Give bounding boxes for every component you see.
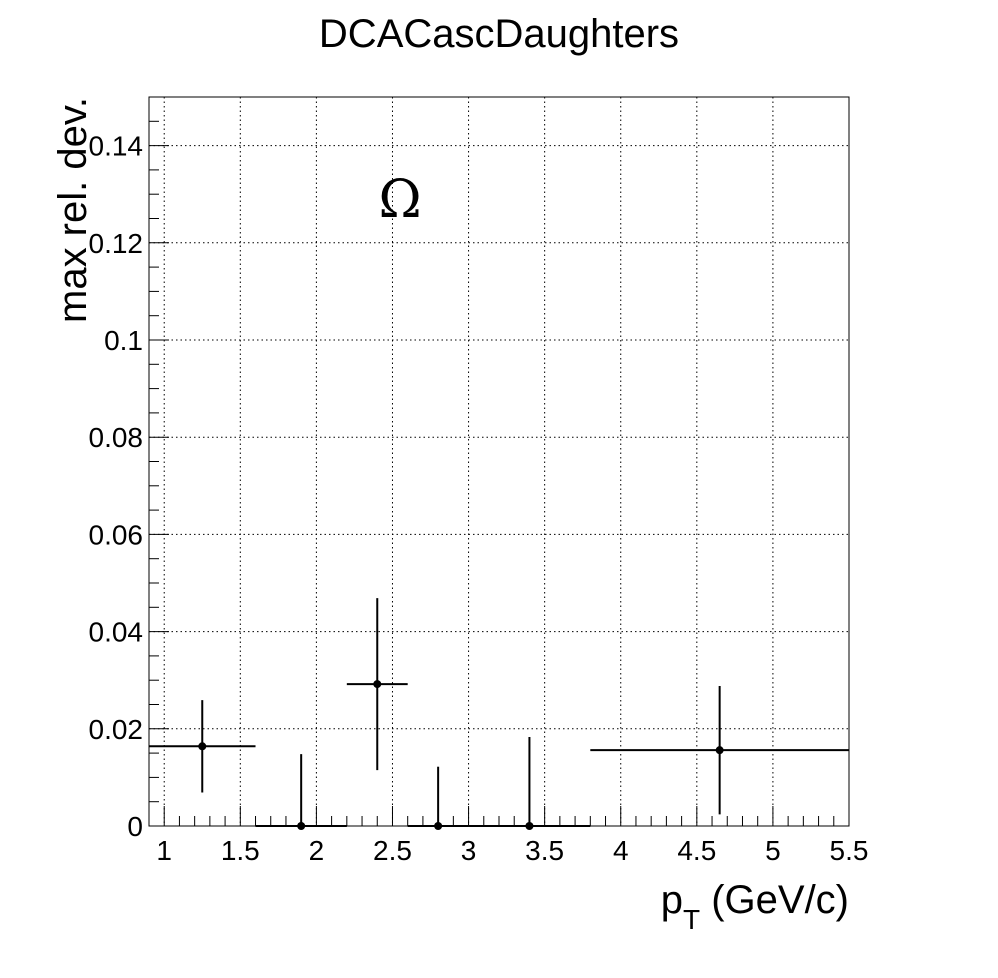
x-tick-label: 5.5 (830, 835, 869, 866)
data-layer (149, 598, 849, 830)
x-axis-title-main: p (661, 878, 683, 922)
data-point (297, 822, 306, 830)
y-tick-label: 0.02 (89, 714, 144, 745)
x-tick-label: 3 (461, 835, 477, 866)
x-tick-label: 5 (765, 835, 781, 866)
x-tick-label: 4.5 (677, 835, 716, 866)
y-tick-label: 0 (127, 811, 143, 842)
data-point (198, 742, 207, 751)
data-point (373, 680, 382, 689)
x-tick-label: 2.5 (373, 835, 412, 866)
x-tick-label: 4 (613, 835, 629, 866)
x-axis-title-subscript: T (683, 904, 700, 935)
data-point (525, 822, 534, 830)
data-point-group (346, 598, 408, 771)
data-point-group (149, 700, 256, 793)
y-tick-labels: 0 0.02 0.04 0.06 0.08 0.1 0.12 0.14 (89, 131, 144, 842)
data-point (434, 822, 443, 830)
x-axis-title: pT (GeV/c) (661, 878, 849, 935)
y-tick-label: 0.04 (89, 617, 144, 648)
y-tick-label: 0.14 (89, 131, 144, 162)
chart-title: DCACascDaughters (319, 12, 679, 56)
y-tick-label: 0.06 (89, 519, 144, 550)
x-tick-label: 1 (156, 835, 172, 866)
x-tick-label: 2 (309, 835, 325, 866)
x-axis-title-unit: (GeV/c) (700, 878, 849, 922)
y-tick-label: 0.1 (104, 325, 143, 356)
omega-annotation: Ω (378, 170, 421, 230)
x-tick-labels: 1 1.5 2 2.5 3 3.5 4 4.5 5 5.5 (156, 835, 868, 866)
data-point-group (590, 686, 849, 815)
data-point (715, 746, 724, 755)
data-point-group (468, 737, 591, 830)
y-tick-label: 0.08 (89, 422, 144, 453)
x-tick-label: 3.5 (525, 835, 564, 866)
y-tick-label: 0.12 (89, 228, 144, 259)
data-point-group (407, 766, 469, 830)
y-axis-title: max rel. dev. (51, 97, 95, 323)
grid-layer (149, 97, 849, 826)
data-point-group (255, 754, 347, 830)
x-tick-label: 1.5 (221, 835, 260, 866)
